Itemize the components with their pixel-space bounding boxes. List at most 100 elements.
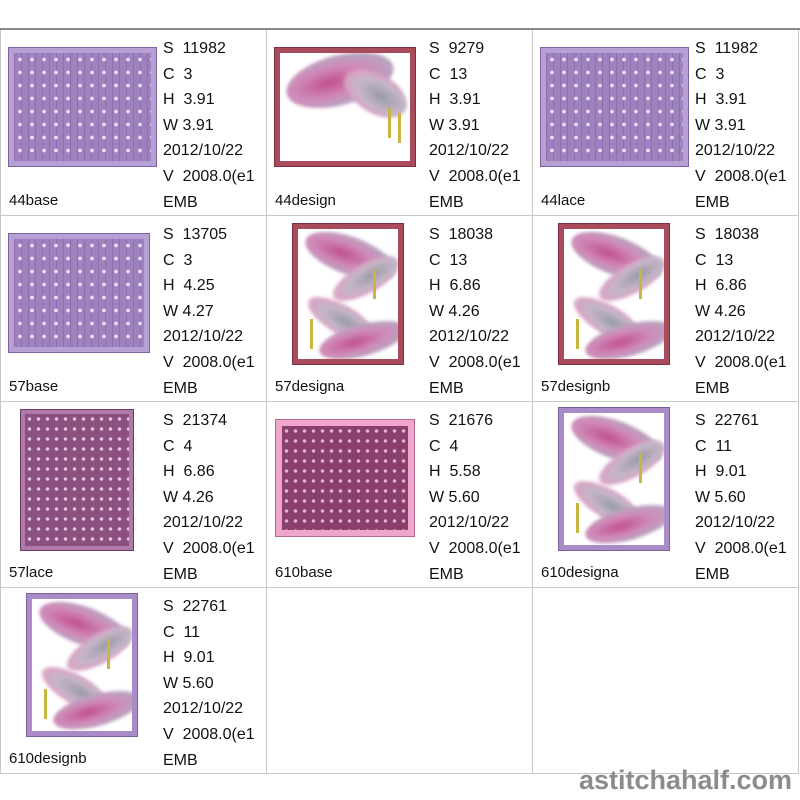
file-info: S 21374 C 4 H 6.86 W 4.26 2012/10/22 V 2008.0…: [163, 408, 255, 587]
info-h: H 6.86: [163, 463, 215, 481]
top-border: [0, 28, 800, 30]
design-thumbnail[interactable]: [274, 47, 416, 167]
info-v: V 2008.0(e1: [429, 353, 521, 371]
file-item[interactable]: S 21374 C 4 H 6.86 W 4.26 2012/10/22 V 2008.0…: [1, 402, 267, 588]
info-fmt: EMB: [163, 379, 198, 397]
file-info: S 22761 C 11 H 9.01 W 5.60 2012/10/22 V 2008.…: [163, 594, 255, 773]
pen-motif: [639, 453, 642, 483]
design-thumbnail[interactable]: [8, 233, 150, 353]
info-v: V 2008.0(e1: [163, 167, 255, 185]
info-date: 2012/10/22: [695, 514, 776, 532]
file-item[interactable]: S 18038 C 13 H 6.86 W 4.26 2012/10/22 V 2008.…: [267, 216, 533, 402]
empty-cell: [267, 588, 533, 774]
design-thumbnail[interactable]: [26, 593, 138, 737]
info-h: H 3.91: [163, 91, 215, 109]
info-date: 2012/10/22: [163, 514, 244, 532]
pen-motif: [639, 269, 642, 299]
info-c: C 13: [695, 251, 734, 269]
info-date: 2012/10/22: [163, 142, 244, 160]
info-date: 2012/10/22: [163, 700, 244, 718]
file-item[interactable]: S 11982 C 3 H 3.91 W 3.91 2012/10/22 V 2008.0…: [533, 30, 799, 216]
pen-motif: [310, 319, 313, 349]
info-s: S 18038: [695, 226, 760, 243]
info-s: S 13705: [163, 226, 228, 243]
info-s: S 22761: [163, 598, 228, 615]
info-w: W 3.91: [163, 116, 214, 134]
info-h: H 9.01: [695, 463, 747, 481]
info-v: V 2008.0(e1: [695, 167, 787, 185]
file-name: 44lace: [541, 192, 586, 209]
file-name: 610designa: [541, 564, 619, 581]
info-fmt: EMB: [695, 379, 730, 397]
info-date: 2012/10/22: [695, 142, 776, 160]
design-thumbnail[interactable]: [275, 419, 415, 537]
info-w: W 4.26: [695, 302, 746, 320]
info-s: S 21374: [163, 412, 228, 429]
pen-motif: [107, 639, 110, 669]
pen-motif: [388, 108, 391, 138]
file-name: 57base: [9, 378, 59, 395]
design-thumbnail[interactable]: [20, 409, 134, 551]
info-v: V 2008.0(e1: [695, 353, 787, 371]
info-c: C 4: [163, 437, 193, 455]
info-w: W 4.26: [163, 488, 214, 506]
pen-motif: [576, 503, 579, 533]
file-name: 610designb: [9, 750, 87, 767]
file-info: S 11982 C 3 H 3.91 W 3.91 2012/10/22 V 2008.0…: [695, 36, 787, 215]
info-w: W 3.91: [695, 116, 746, 134]
file-info: S 9279 C 13 H 3.91 W 3.91 2012/10/22 V 2008.0…: [429, 36, 521, 215]
file-info: S 22761 C 11 H 9.01 W 5.60 2012/10/22 V 2008.…: [695, 408, 787, 587]
info-date: 2012/10/22: [429, 328, 510, 346]
file-info: S 18038 C 13 H 6.86 W 4.26 2012/10/22 V 2008.…: [695, 222, 787, 401]
info-h: H 6.86: [429, 277, 481, 295]
info-w: W 5.60: [695, 488, 746, 506]
file-item[interactable]: S 22761 C 11 H 9.01 W 5.60 2012/10/22 V 2008.…: [533, 402, 799, 588]
info-fmt: EMB: [695, 565, 730, 583]
file-name: 44base: [9, 192, 59, 209]
info-v: V 2008.0(e1: [429, 167, 521, 185]
design-thumbnail[interactable]: [558, 223, 670, 365]
file-item[interactable]: S 21676 C 4 H 5.58 W 5.60 2012/10/22 V 2008.0…: [267, 402, 533, 588]
info-fmt: EMB: [163, 565, 198, 583]
design-thumbnail[interactable]: [8, 47, 157, 167]
info-w: W 4.26: [429, 302, 480, 320]
file-item[interactable]: S 9279 C 13 H 3.91 W 3.91 2012/10/22 V 2008.0…: [267, 30, 533, 216]
pen-motif: [398, 113, 401, 143]
info-fmt: EMB: [429, 565, 464, 583]
info-s: S 21676: [429, 412, 494, 429]
file-info: S 21676 C 4 H 5.58 W 5.60 2012/10/22 V 2008.0…: [429, 408, 521, 587]
info-fmt: EMB: [429, 193, 464, 211]
info-h: H 3.91: [429, 91, 481, 109]
info-c: C 3: [163, 65, 193, 83]
info-fmt: EMB: [695, 193, 730, 211]
info-c: C 11: [695, 437, 733, 455]
info-h: H 4.25: [163, 277, 215, 295]
file-info: S 13705 C 3 H 4.25 W 4.27 2012/10/22 V 2008.0…: [163, 222, 255, 401]
info-fmt: EMB: [429, 379, 464, 397]
file-item[interactable]: S 22761 C 11 H 9.01 W 5.60 2012/10/22 V 2008.…: [1, 588, 267, 774]
watermark: astitchahalf.com: [578, 765, 792, 795]
info-date: 2012/10/22: [429, 514, 510, 532]
info-w: W 5.60: [163, 674, 214, 692]
info-c: C 11: [163, 623, 201, 641]
info-s: S 11982: [695, 40, 758, 57]
info-h: H 3.91: [695, 91, 747, 109]
info-c: C 13: [429, 251, 468, 269]
empty-cell: [533, 588, 799, 774]
info-s: S 22761: [695, 412, 760, 429]
info-date: 2012/10/22: [695, 328, 776, 346]
pen-motif: [576, 319, 579, 349]
info-v: V 2008.0(e1: [695, 539, 787, 557]
info-w: W 5.60: [429, 488, 480, 506]
design-thumbnail[interactable]: [540, 47, 689, 167]
design-thumbnail[interactable]: [558, 407, 670, 551]
info-c: C 13: [429, 65, 468, 83]
file-item[interactable]: S 18038 C 13 H 6.86 W 4.26 2012/10/22 V 2008.…: [533, 216, 799, 402]
file-name: 44design: [275, 192, 336, 209]
info-v: V 2008.0(e1: [163, 725, 255, 743]
info-v: V 2008.0(e1: [163, 353, 255, 371]
file-item[interactable]: S 13705 C 3 H 4.25 W 4.27 2012/10/22 V 2008.0…: [1, 216, 267, 402]
info-fmt: EMB: [163, 193, 198, 211]
file-item[interactable]: S 11982 C 3 H 3.91 W 3.91 2012/10/22 V 2008.0…: [1, 30, 267, 216]
design-thumbnail[interactable]: [292, 223, 404, 365]
